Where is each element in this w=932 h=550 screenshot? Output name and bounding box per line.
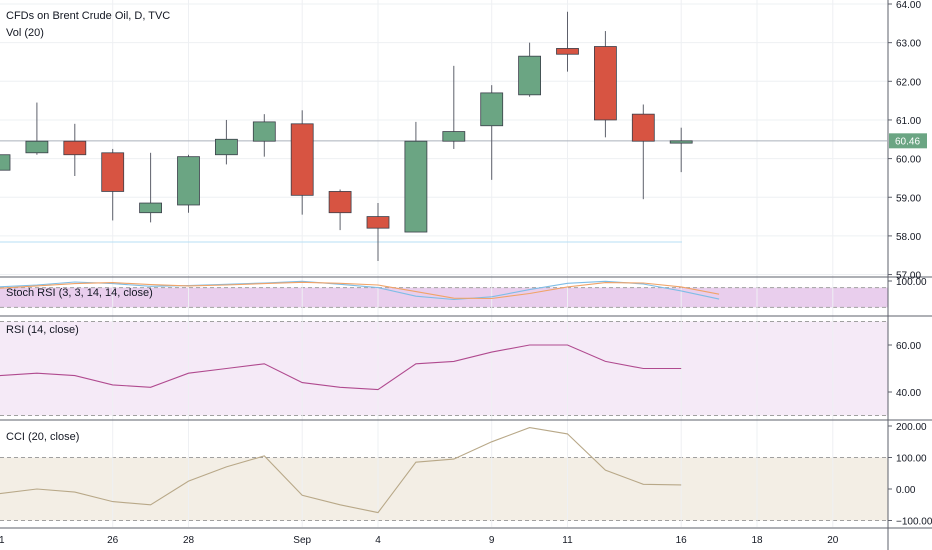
candle bbox=[0, 154, 11, 171]
y-tick-label: 61.00 bbox=[896, 116, 921, 127]
candle-body bbox=[669, 140, 693, 144]
candle-body bbox=[252, 121, 276, 142]
x-tick-label: 18 bbox=[751, 535, 763, 546]
y-tick-label: 200.00 bbox=[896, 422, 927, 433]
candle bbox=[366, 203, 390, 262]
candle bbox=[480, 85, 504, 180]
y-tick-label: 60.00 bbox=[896, 155, 921, 166]
indicator-line bbox=[0, 280, 720, 301]
candle-body bbox=[404, 140, 428, 233]
candle bbox=[252, 114, 276, 157]
cci-legend: CCI (20, close) bbox=[6, 431, 79, 443]
candle-body bbox=[290, 123, 314, 196]
candle-body bbox=[631, 113, 655, 142]
indicator-line bbox=[0, 427, 682, 514]
x-tick-label: 26 bbox=[107, 535, 119, 546]
y-tick-label: 58.00 bbox=[896, 232, 921, 243]
y-tick-label: 40.00 bbox=[896, 388, 921, 399]
y-tick-label: 63.00 bbox=[896, 39, 921, 50]
x-tick-label: 21 bbox=[0, 535, 5, 546]
y-tick-label: −100.00 bbox=[896, 517, 932, 528]
y-tick-label: 60.00 bbox=[896, 341, 921, 352]
current-price-tag: 60.46 bbox=[889, 133, 927, 149]
candle-body bbox=[0, 154, 11, 171]
rsi-legend: RSI (14, close) bbox=[6, 324, 79, 336]
indicator-band bbox=[0, 321, 888, 416]
chart-title: CFDs on Brent Crude Oil, D, TVC bbox=[6, 10, 170, 22]
y-tick-label: 0.00 bbox=[896, 485, 916, 496]
candle-body bbox=[366, 216, 390, 229]
candle-body bbox=[594, 46, 617, 121]
candle bbox=[101, 148, 125, 221]
candle bbox=[631, 104, 655, 200]
candle-body bbox=[25, 140, 49, 154]
candle bbox=[328, 189, 352, 231]
x-tick-label: 4 bbox=[375, 535, 381, 546]
x-tick-label: 16 bbox=[676, 535, 688, 546]
candle bbox=[63, 123, 87, 176]
candle-body bbox=[518, 55, 541, 96]
stoch-rsi-legend: Stoch RSI (3, 3, 14, 14, close) bbox=[6, 287, 153, 299]
candle-body bbox=[63, 140, 87, 156]
volume-legend: Vol (20) bbox=[6, 27, 44, 39]
x-tick-label: Sep bbox=[293, 535, 311, 546]
candle-body bbox=[442, 131, 466, 142]
x-tick-label: 28 bbox=[183, 535, 195, 546]
candle bbox=[556, 11, 579, 72]
y-tick-label: 64.00 bbox=[896, 0, 921, 11]
current-price-label: 60.46 bbox=[895, 136, 920, 147]
candle-body bbox=[328, 191, 352, 214]
y-tick-label: 100.00 bbox=[896, 454, 927, 465]
indicator-line bbox=[0, 344, 682, 391]
indicator-line bbox=[0, 281, 720, 300]
candle bbox=[404, 121, 428, 233]
candle bbox=[139, 152, 163, 223]
y-tick-label: 57.00 bbox=[896, 271, 921, 282]
candle bbox=[25, 102, 49, 155]
candle bbox=[177, 154, 200, 213]
y-tick-label: 59.00 bbox=[896, 193, 921, 204]
candle bbox=[594, 31, 617, 138]
candle-body bbox=[101, 152, 125, 192]
candle bbox=[214, 119, 238, 165]
candle bbox=[518, 42, 541, 97]
candle bbox=[290, 110, 314, 215]
x-tick-label: 9 bbox=[489, 535, 495, 546]
y-tick-label: 62.00 bbox=[896, 77, 921, 88]
indicator-band bbox=[0, 457, 888, 521]
candle-body bbox=[214, 138, 238, 156]
candle bbox=[669, 127, 693, 173]
indicator-band bbox=[0, 287, 888, 308]
candle-body bbox=[480, 92, 504, 127]
x-tick-label: 20 bbox=[827, 535, 839, 546]
candle-body bbox=[177, 156, 200, 206]
x-tick-label: 11 bbox=[562, 535, 573, 546]
candle-body bbox=[556, 48, 579, 55]
candle-body bbox=[139, 202, 163, 214]
candle bbox=[442, 65, 466, 149]
y-tick-label: 100.00 bbox=[896, 277, 927, 288]
